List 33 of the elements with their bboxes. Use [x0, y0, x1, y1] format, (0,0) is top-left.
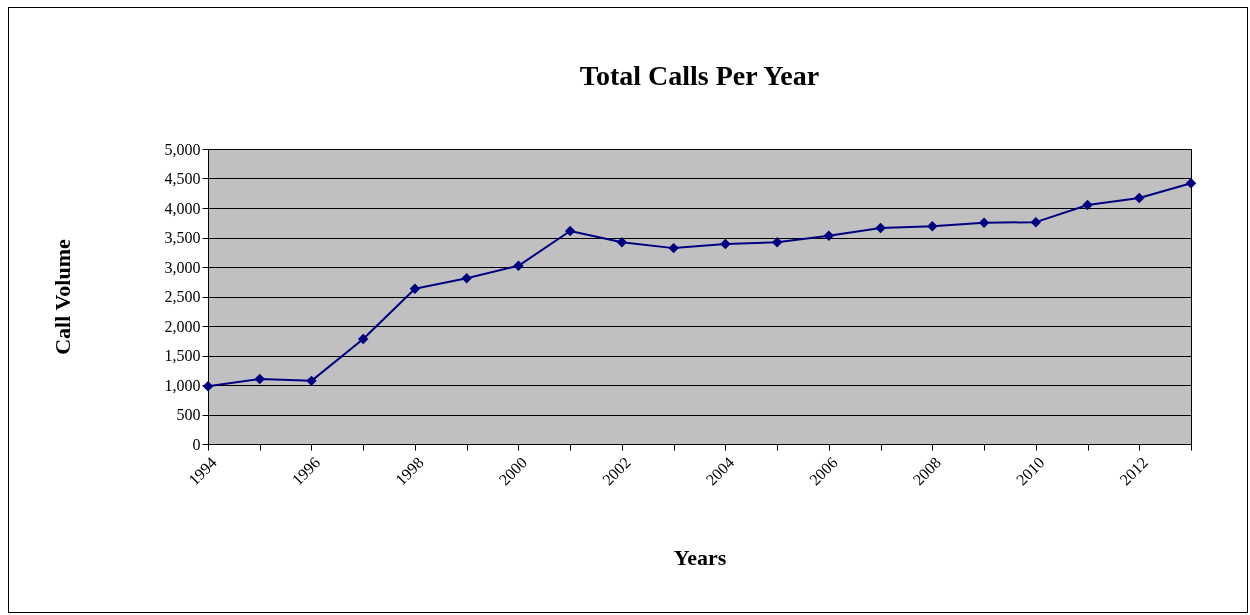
point [668, 242, 679, 254]
y-tick-label: 0 [192, 435, 201, 453]
y-tick-label: 3,500 [164, 229, 201, 246]
y-tick-label: 4,500 [164, 170, 201, 187]
point [1082, 199, 1093, 211]
point [823, 230, 835, 241]
point [771, 236, 783, 248]
point [409, 283, 421, 295]
point [1030, 216, 1042, 228]
point [461, 272, 472, 284]
y-tick-label: 3,000 [164, 258, 201, 276]
point [720, 238, 731, 250]
point [357, 333, 369, 345]
chart-title: Total Calls Per Year [579, 60, 820, 91]
point [1185, 177, 1197, 189]
y-tick-label: 4,000 [164, 199, 201, 217]
point [564, 225, 576, 237]
point [513, 260, 524, 272]
y-tick-label: 500 [176, 406, 201, 423]
y-tick-label: 1,000 [164, 376, 201, 394]
point [875, 222, 886, 234]
y-tick-label: 5,000 [164, 140, 201, 158]
y-tick-label: 1,500 [164, 347, 201, 364]
point [616, 236, 628, 248]
y-tick-label: 2,000 [164, 317, 201, 335]
point [1134, 192, 1145, 204]
point [978, 217, 990, 228]
x-axis-title: Years [673, 545, 727, 571]
y-axis-title: Call Volume [49, 239, 75, 355]
y-tick-label: 2,500 [164, 288, 201, 305]
point [927, 221, 938, 232]
point [306, 375, 317, 387]
point [254, 373, 265, 385]
